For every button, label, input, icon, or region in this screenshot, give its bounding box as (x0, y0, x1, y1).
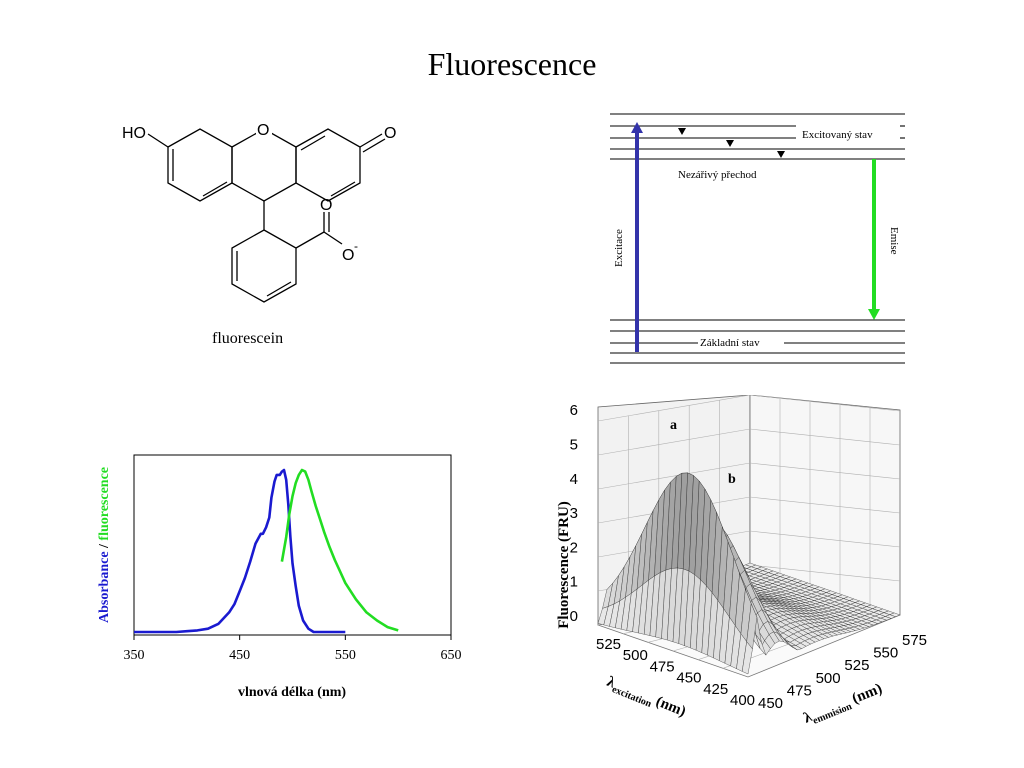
z-tick-label: 4 (570, 471, 578, 488)
atom-o-ring: O (257, 122, 269, 139)
x-tick-label: 550 (335, 648, 356, 663)
emission-tick-label: 525 (844, 657, 869, 674)
peak-b-label: b (728, 472, 736, 487)
y-label-separator: / (97, 541, 112, 552)
emission-label: Emise (888, 227, 900, 255)
atom-o-keto: O (384, 125, 396, 142)
excitation-tick-label: 500 (623, 647, 648, 664)
emission-axis-label: λemmision (nm) (802, 681, 886, 730)
excited-state-label: Excitovaný stav (802, 129, 873, 141)
z-tick-label: 2 (570, 539, 578, 556)
z-axis-label: Fluorescence (FRU) (556, 501, 572, 629)
atom-ho: HO (122, 125, 146, 142)
excitation-tick-label: 425 (703, 681, 728, 698)
z-gridline-right (749, 530, 901, 548)
y-label-absorbance: Absorbance (97, 551, 112, 623)
x-tick-label: 450 (229, 648, 250, 663)
z-tick-label: 0 (570, 608, 578, 625)
excitation-axis-label: λexcitation (nm) (603, 674, 688, 723)
molecule-caption: fluorescein (212, 330, 284, 347)
x-axis-label: vlnová délka (nm) (238, 685, 346, 700)
emission-tick-label: 475 (787, 682, 812, 699)
emission-tick-label: 550 (873, 645, 898, 662)
z-gridline-right (749, 496, 901, 514)
emission-tick-label: 450 (758, 695, 783, 712)
z-gridline-right (749, 564, 901, 582)
fluorescein-structure: HO O O O O - (122, 120, 396, 303)
excitation-label: Excitace (613, 229, 625, 267)
nonradiative-label: Nezářivý přechod (678, 169, 757, 181)
x-tick-label: 350 (124, 648, 145, 663)
emission-tick-label: 500 (816, 670, 841, 687)
ground-state-label: Základní stav (700, 337, 760, 349)
z-gridline-left (597, 395, 751, 422)
excitation-tick-label: 400 (730, 692, 755, 709)
series-line-1 (280, 468, 399, 632)
excitation-tick-label: 475 (650, 658, 675, 675)
slide-title: Fluorescence (427, 46, 597, 82)
atom-charge: - (354, 239, 358, 253)
z-gridline-right (749, 462, 901, 480)
emission-tick-label: 575 (902, 632, 927, 649)
excitation-tick-label: 450 (676, 670, 701, 687)
z-tick-label: 1 (570, 574, 578, 591)
atom-o-minus: O (342, 247, 354, 264)
jablonski-diagram: Excitovaný stav Nezářivý přechod Základn… (610, 113, 905, 364)
z-gridline-left (597, 428, 751, 456)
absorbance-fluorescence-chart: 350 450 550 650 Absorbance / fluorescence v… (97, 454, 462, 700)
peak-a-label: a (670, 418, 677, 433)
z-tick-label: 3 (570, 505, 578, 522)
z-tick-label: 5 (570, 437, 578, 454)
series-line-0 (134, 468, 346, 634)
surface-cell (742, 641, 753, 675)
z-tick-label: 6 (570, 402, 578, 419)
z-gridline-right (749, 428, 901, 446)
y-label-fluorescence: fluorescence (97, 467, 112, 541)
z-gridline-left (597, 462, 751, 490)
z-gridline-right (749, 395, 901, 412)
plot-frame (133, 454, 452, 636)
x-tick-label: 650 (441, 648, 462, 663)
atom-o-carbonyl: O (320, 197, 332, 214)
excitation-tick-label: 525 (596, 636, 621, 653)
y-axis-label: Absorbance / fluorescence (97, 467, 112, 623)
